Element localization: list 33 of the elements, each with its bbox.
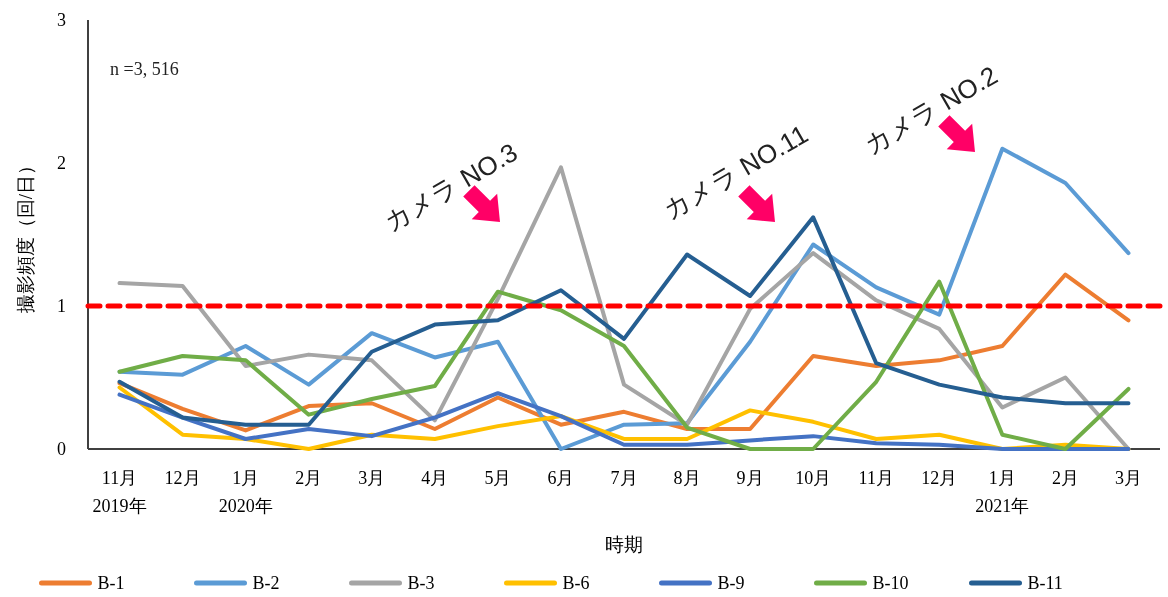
x-tick-label: 5月 [484,468,512,488]
x-tick-label: 10月 [795,468,832,488]
annotation: カメラ NO.2 [858,59,1003,161]
y-tick-label: 0 [57,439,66,460]
x-tick-label: 6月 [547,468,575,488]
x-tick-label: 12月 [164,468,201,488]
legend-label: B-9 [717,573,745,594]
x-tick-label: 11月 2019年 [92,468,147,516]
x-tick-label: 12月 [921,468,958,488]
legend-label: B-1 [97,573,125,594]
x-tick-label: 2月 [295,468,323,488]
x-tick-label: 9月 [736,468,764,488]
legend-label: B-10 [872,573,909,594]
y-tick-label: 3 [57,10,66,31]
annotation: n =3, 516 [110,59,179,79]
annotation: カメラ NO.3 [378,136,523,238]
x-tick-label: 3月 [358,468,386,488]
y-axis-title: 撮影頻度（回/日） [15,155,36,314]
x-tick-label: 7月 [610,468,638,488]
legend-label: B-6 [562,573,590,594]
x-tick-label: 2月 [1051,468,1079,488]
x-tick-label: 1月 2020年 [218,468,273,516]
y-tick-label: 1 [57,296,66,317]
x-tick-label: 3月 [1114,468,1142,488]
x-tick-label: 8月 [673,468,701,488]
x-tick-label: 4月 [421,468,449,488]
y-tick-label: 2 [57,153,66,174]
x-tick-label: 11月 [858,468,894,488]
x-axis-title: 時期 [605,534,643,555]
legend-label: B-3 [407,573,435,594]
x-tick-label: 1月 2021年 [975,468,1030,516]
legend-label: B-11 [1027,573,1063,594]
legend-label: B-2 [252,573,280,594]
